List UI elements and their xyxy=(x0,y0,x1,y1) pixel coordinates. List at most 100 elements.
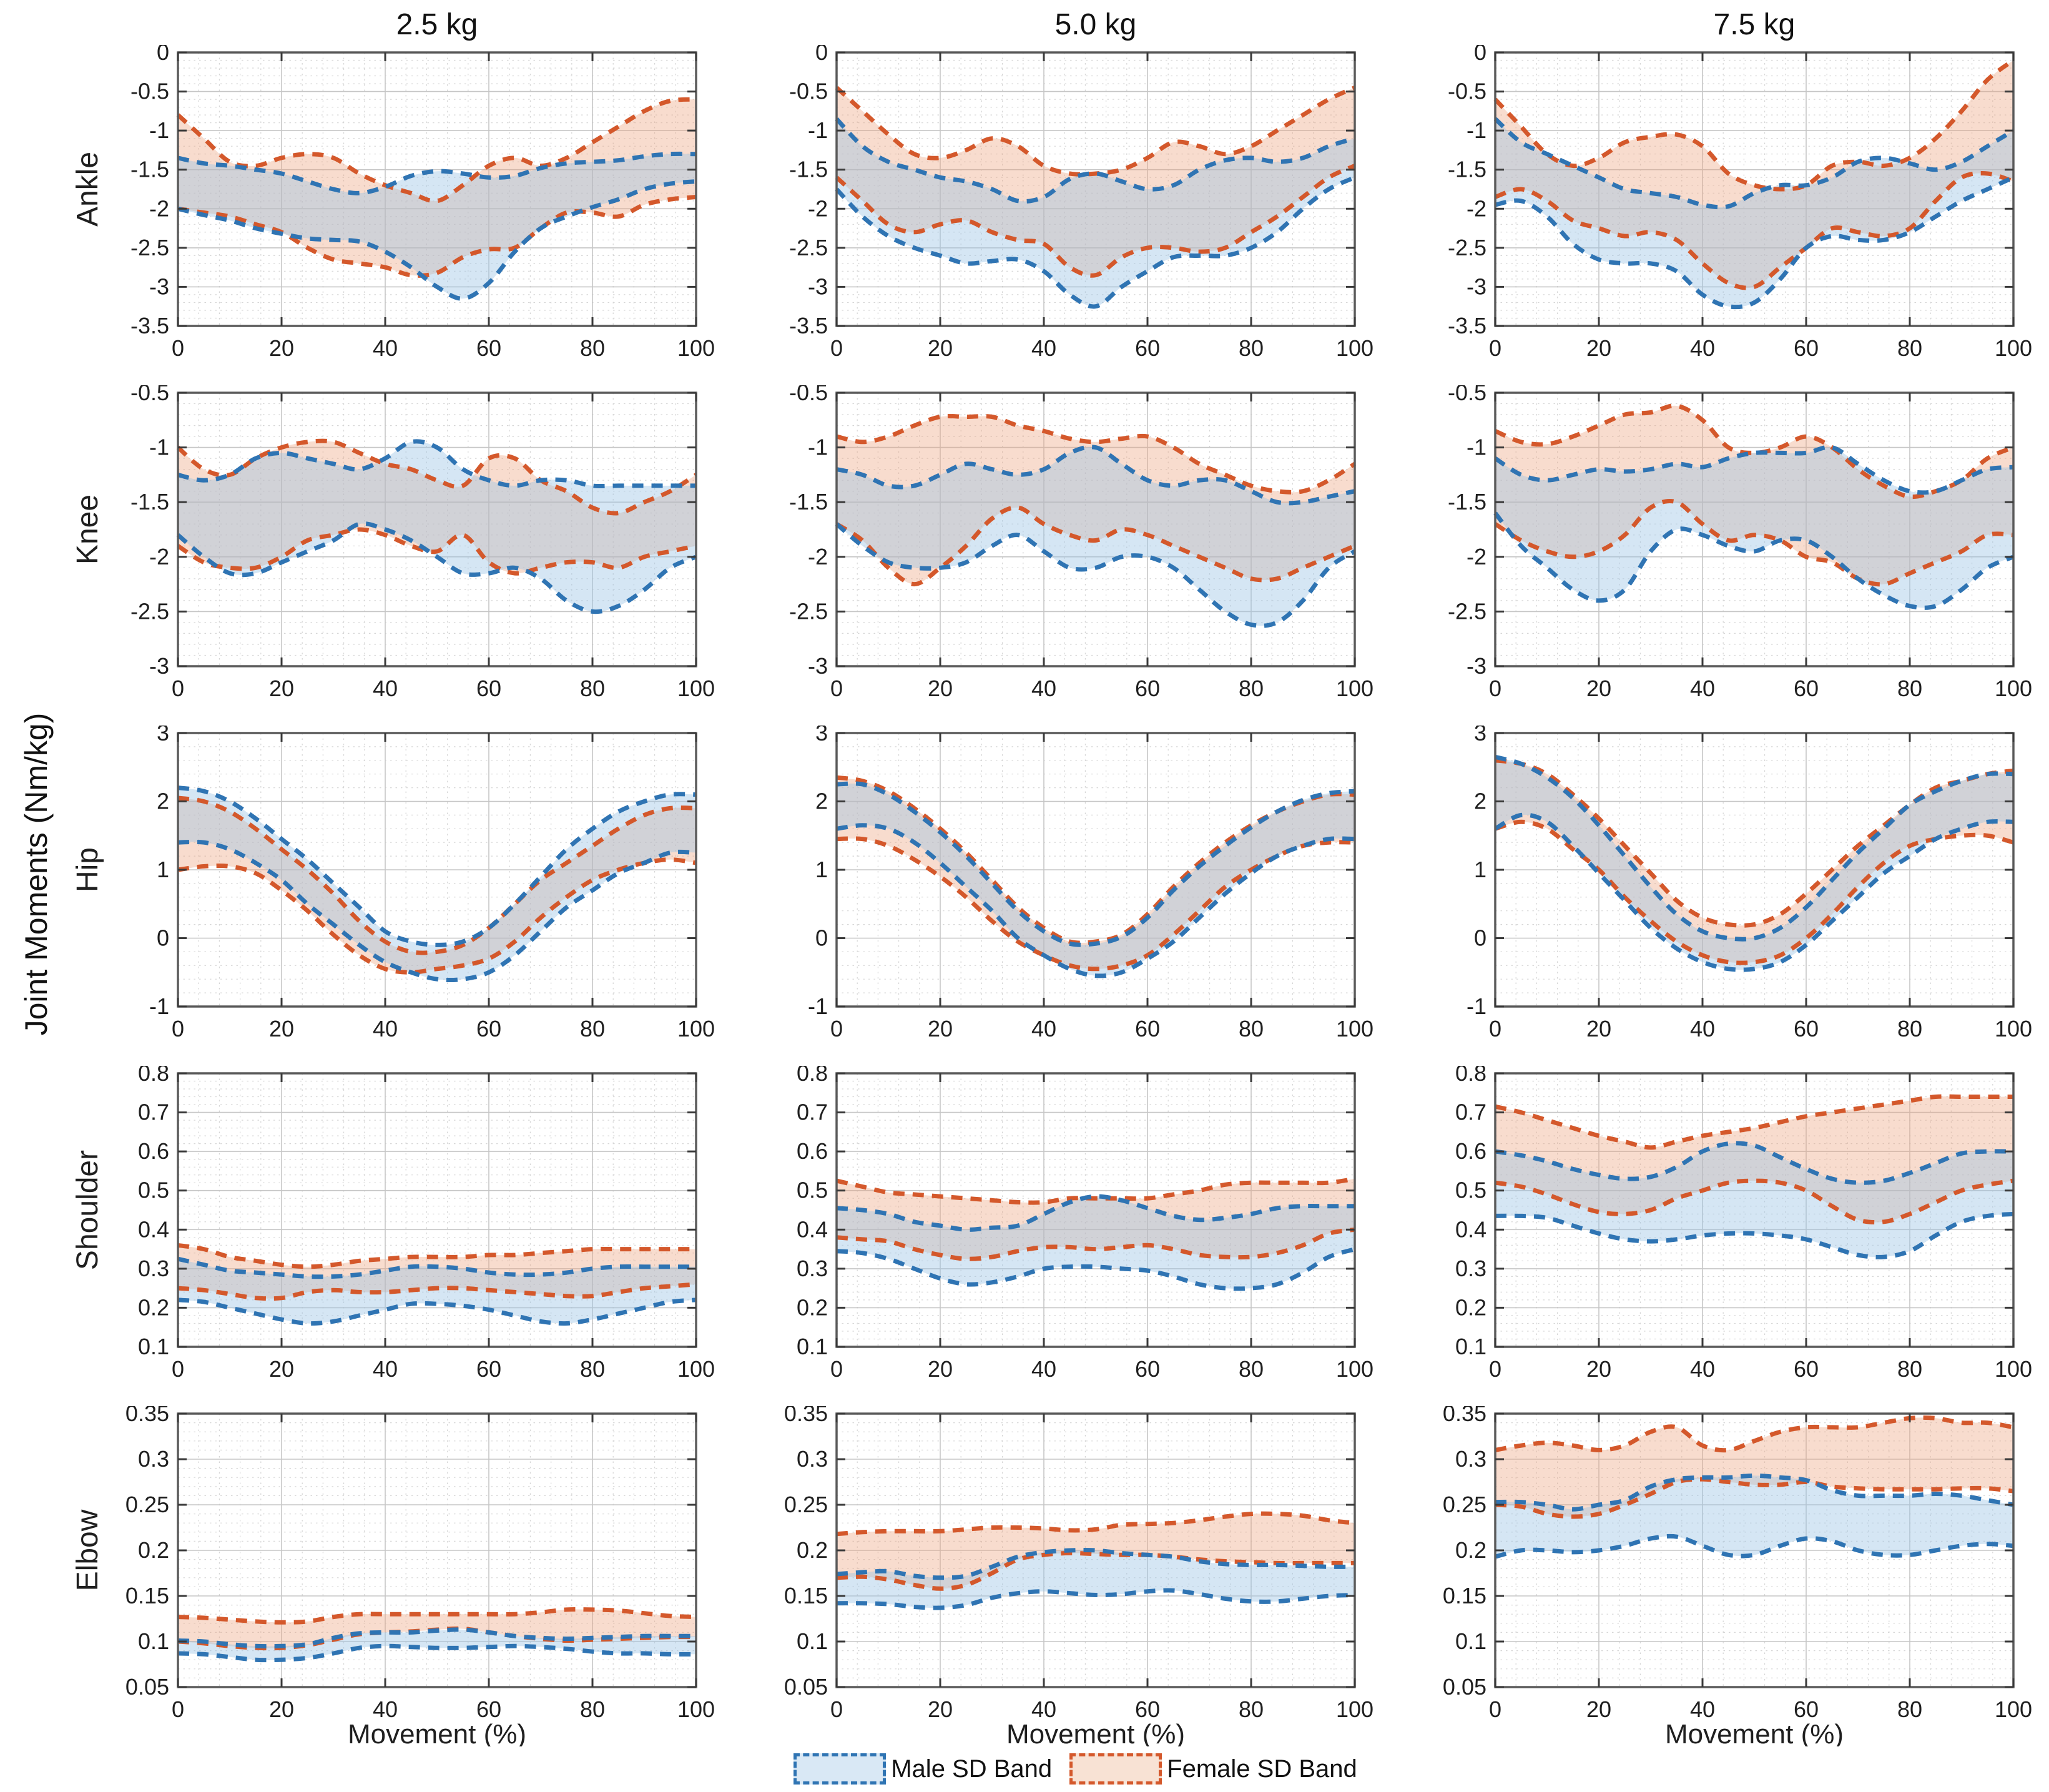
svg-text:20: 20 xyxy=(1586,335,1611,361)
subplot-ankle-5-0-kg: -3.5 -3 -2.5 -2 -1.5 -1 -0.5 0 0 20 40 60 80 100 xyxy=(727,39,1386,385)
svg-text:0.1: 0.1 xyxy=(797,1334,828,1359)
svg-text:0.5: 0.5 xyxy=(1455,1178,1486,1203)
svg-text:-0.5: -0.5 xyxy=(130,385,169,405)
svg-text:-2.5: -2.5 xyxy=(130,235,169,260)
column-title-5-0kg: 5.0 kg xyxy=(1054,8,1137,41)
svg-text:20: 20 xyxy=(928,1356,953,1382)
y-axis-label: Joint Moments (Nm/kg) xyxy=(19,712,54,1036)
svg-text:-2.5: -2.5 xyxy=(789,235,828,260)
subplot-ankle-2-5-kg: -3.5 -3 -2.5 -2 -1.5 -1 -0.5 0 0 20 40 60 80 100 Ankle xyxy=(69,39,727,385)
svg-text:80: 80 xyxy=(1897,335,1922,361)
svg-text:80: 80 xyxy=(1897,1016,1922,1041)
svg-text:100: 100 xyxy=(677,1016,715,1041)
svg-text:-1: -1 xyxy=(808,993,828,1019)
svg-text:20: 20 xyxy=(269,335,294,361)
svg-text:0.2: 0.2 xyxy=(138,1294,169,1320)
svg-text:0.3: 0.3 xyxy=(138,1446,169,1472)
svg-text:0.1: 0.1 xyxy=(1455,1628,1486,1654)
svg-text:0.1: 0.1 xyxy=(797,1628,828,1654)
column-title-2-5kg: 2.5 kg xyxy=(396,8,478,41)
subplot-elbow-2-5-kg: 0.05 0.1 0.15 0.2 0.25 0.3 0.35 0 20 40 60 80 100 Elb… xyxy=(69,1401,727,1750)
svg-text:0: 0 xyxy=(830,676,843,701)
svg-text:-1.5: -1.5 xyxy=(789,489,828,514)
svg-text:-1.5: -1.5 xyxy=(1448,157,1486,182)
svg-text:-3.5: -3.5 xyxy=(1448,313,1486,338)
svg-text:3: 3 xyxy=(815,726,828,746)
svg-text:-1.5: -1.5 xyxy=(789,157,828,182)
svg-text:-1.5: -1.5 xyxy=(130,157,169,182)
svg-text:80: 80 xyxy=(580,335,605,361)
svg-text:40: 40 xyxy=(1690,676,1715,701)
svg-text:Elbow: Elbow xyxy=(71,1509,104,1591)
svg-text:80: 80 xyxy=(580,676,605,701)
svg-text:Movement (%): Movement (%) xyxy=(348,1719,526,1746)
svg-text:0.4: 0.4 xyxy=(138,1216,169,1242)
svg-text:0: 0 xyxy=(172,676,184,701)
svg-text:80: 80 xyxy=(1239,676,1264,701)
svg-text:0.2: 0.2 xyxy=(1455,1537,1486,1563)
subplot-knee-7-5-kg: -3 -2.5 -2 -1.5 -1 -0.5 0 20 40 60 80 100 xyxy=(1386,380,2045,726)
svg-text:-1: -1 xyxy=(149,435,169,460)
svg-text:0.3: 0.3 xyxy=(797,1256,828,1281)
male-band-swatch xyxy=(794,1753,887,1785)
svg-text:-2.5: -2.5 xyxy=(130,598,169,624)
svg-text:-0.5: -0.5 xyxy=(789,79,828,104)
subplot-shoulder-5-0-kg: 0.1 0.2 0.3 0.4 0.5 0.6 0.7 0.8 0 20 40 60 80 100 xyxy=(727,1060,1386,1406)
svg-text:80: 80 xyxy=(580,1016,605,1041)
svg-text:-0.5: -0.5 xyxy=(1448,79,1486,104)
svg-text:Shoulder: Shoulder xyxy=(71,1150,104,1270)
svg-text:-2: -2 xyxy=(149,195,169,221)
svg-text:3: 3 xyxy=(1474,726,1486,746)
svg-text:-1.5: -1.5 xyxy=(1448,489,1486,514)
svg-text:60: 60 xyxy=(1794,676,1819,701)
svg-text:-2: -2 xyxy=(1467,544,1486,569)
svg-text:40: 40 xyxy=(1031,335,1056,361)
svg-text:0.3: 0.3 xyxy=(1455,1256,1486,1281)
svg-text:0.05: 0.05 xyxy=(125,1674,169,1700)
female-band-swatch xyxy=(1069,1753,1162,1785)
svg-text:40: 40 xyxy=(373,676,398,701)
svg-text:-1.5: -1.5 xyxy=(130,489,169,514)
subplot-shoulder-7-5-kg: 0.1 0.2 0.3 0.4 0.5 0.6 0.7 0.8 0 20 40 60 80 100 xyxy=(1386,1060,2045,1406)
svg-text:-1: -1 xyxy=(149,993,169,1019)
svg-text:0.4: 0.4 xyxy=(1455,1216,1486,1242)
svg-text:100: 100 xyxy=(677,1696,715,1722)
svg-text:1: 1 xyxy=(815,857,828,882)
svg-text:40: 40 xyxy=(1690,1356,1715,1382)
svg-text:100: 100 xyxy=(1995,1016,2032,1041)
svg-text:20: 20 xyxy=(1586,1016,1611,1041)
svg-text:0.1: 0.1 xyxy=(138,1628,169,1654)
svg-text:-3: -3 xyxy=(1467,273,1486,299)
subplot-hip-2-5-kg: -1 0 1 2 3 0 20 40 60 80 100 Hip xyxy=(69,720,727,1066)
svg-text:-3: -3 xyxy=(808,273,828,299)
svg-text:0.3: 0.3 xyxy=(1455,1446,1486,1472)
subplot-hip-7-5-kg: -1 0 1 2 3 0 20 40 60 80 100 xyxy=(1386,720,2045,1066)
svg-text:-2.5: -2.5 xyxy=(1448,235,1486,260)
svg-text:0.2: 0.2 xyxy=(1455,1294,1486,1320)
svg-text:20: 20 xyxy=(269,1016,294,1041)
column-title-7-5kg: 7.5 kg xyxy=(1713,8,1796,41)
svg-text:0: 0 xyxy=(157,45,169,65)
svg-text:20: 20 xyxy=(1586,676,1611,701)
subplot-hip-5-0-kg: -1 0 1 2 3 0 20 40 60 80 100 xyxy=(727,720,1386,1066)
charts-grid: -3.5 -3 -2.5 -2 -1.5 -1 -0.5 0 0 20 40 60 80 100 Ankle… xyxy=(69,39,2045,1750)
svg-text:20: 20 xyxy=(928,1016,953,1041)
svg-text:-3: -3 xyxy=(1467,653,1486,679)
svg-text:Movement (%): Movement (%) xyxy=(1665,1719,1844,1746)
svg-text:0: 0 xyxy=(172,335,184,361)
svg-text:0: 0 xyxy=(1489,1696,1501,1722)
svg-text:-1: -1 xyxy=(1467,993,1486,1019)
svg-text:0.35: 0.35 xyxy=(1443,1406,1486,1426)
svg-text:0.25: 0.25 xyxy=(1443,1492,1486,1517)
svg-text:-0.5: -0.5 xyxy=(1448,385,1486,405)
svg-text:0.4: 0.4 xyxy=(797,1216,828,1242)
svg-text:60: 60 xyxy=(1794,335,1819,361)
svg-text:80: 80 xyxy=(580,1696,605,1722)
svg-text:0.05: 0.05 xyxy=(1443,1674,1486,1700)
svg-text:0.35: 0.35 xyxy=(784,1406,828,1426)
svg-text:-2: -2 xyxy=(149,544,169,569)
svg-text:0: 0 xyxy=(830,1016,843,1041)
svg-text:0.3: 0.3 xyxy=(138,1256,169,1281)
svg-text:20: 20 xyxy=(269,1356,294,1382)
